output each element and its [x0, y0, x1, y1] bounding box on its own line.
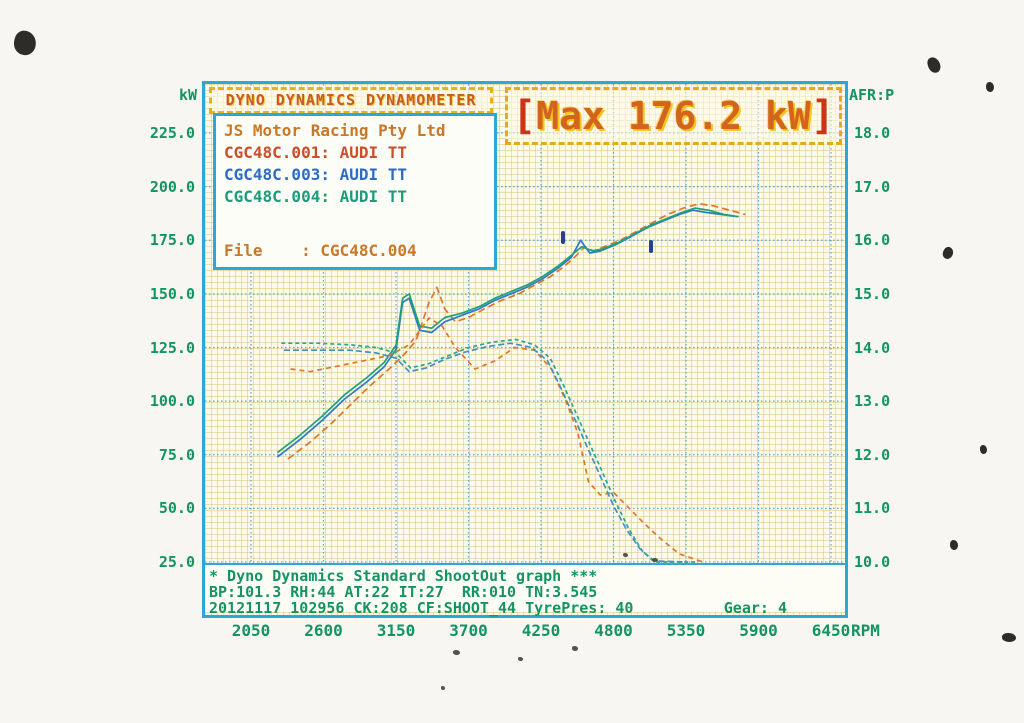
legend-line-0: JS Motor Racing Pty Ltd	[224, 121, 446, 140]
scan-noise-speck	[11, 28, 39, 58]
scan-noise-speck	[623, 553, 628, 557]
dyno-curve-afr-CGC48C.001	[290, 317, 704, 563]
legend-line-1: CGC48C.001: AUDI TT	[224, 143, 408, 162]
left-axis-tick-25: 25.0	[158, 553, 195, 571]
dyno-title-text: DYNO DYNAMICS DYNAMOMETER	[225, 91, 477, 109]
scan-noise-speck	[980, 445, 987, 454]
left-axis-tick-175: 175.0	[149, 231, 195, 250]
scan-noise-pen-mark	[561, 231, 565, 244]
scan-noise-speck	[950, 540, 958, 550]
right-axis-unit-label: AFR:P	[849, 86, 895, 104]
right-axis-tick-17: 17.0	[854, 177, 891, 196]
left-axis-unit-label: kW	[178, 86, 197, 104]
bottom-axis-unit-label: RPM	[851, 621, 880, 640]
scan-noise-speck	[572, 646, 578, 651]
dyno-curve-afr-CGC48C.003	[284, 342, 687, 563]
bottom-axis-tick-3150: 3150	[376, 621, 416, 640]
bottom-axis-tick-6450: 6450	[811, 621, 851, 640]
right-axis-tick-10: 10.0	[854, 553, 891, 571]
right-axis-tick-14: 14.0	[854, 338, 891, 357]
left-axis-tick-200: 200.0	[149, 177, 195, 196]
bottom-axis-tick-2600: 2600	[304, 621, 343, 640]
bottom-axis-tick-5350: 5350	[666, 621, 706, 640]
left-axis-tick-50: 50.0	[158, 499, 195, 518]
max-power-annotation: [ Max 176.2 kW ]	[505, 87, 842, 145]
scan-noise-speck	[652, 558, 658, 562]
scan-noise-speck	[518, 657, 523, 661]
max-bracket-left: [	[512, 93, 537, 139]
left-axis-tick-225: 225.0	[149, 124, 195, 142]
bottom-axis-tick-5900: 5900	[739, 621, 778, 640]
left-axis-tick-100: 100.0	[149, 392, 195, 411]
left-axis-tick-75: 75.0	[158, 445, 195, 464]
left-axis-tick-150: 150.0	[149, 284, 195, 303]
bottom-axis-tick-3700: 3700	[449, 621, 488, 640]
right-axis-tick-18: 18.0	[854, 124, 891, 142]
run-info-line-3: 20121117 102956 CK:208 CF:SHOOT_44 TyreP…	[209, 599, 787, 617]
scan-noise-speck	[940, 245, 956, 261]
run-info-band: * Dyno Dynamics Standard ShootOut graph …	[205, 563, 845, 616]
scan-noise-speck	[441, 686, 445, 690]
scan-noise-speck	[925, 55, 943, 75]
right-axis-tick-15: 15.0	[854, 284, 891, 303]
scan-noise-speck	[453, 650, 460, 655]
bottom-axis-tick-4800: 4800	[594, 621, 633, 640]
dyno-title-box: DYNO DYNAMICS DYNAMOMETER	[209, 87, 493, 114]
bottom-axis-tick-4250: 4250	[521, 621, 561, 640]
right-axis-tick-16: 16.0	[854, 231, 891, 250]
legend-box: JS Motor Racing Pty Ltd CGC48C.001: AUDI …	[213, 113, 497, 270]
run-info-line-1: * Dyno Dynamics Standard ShootOut graph …	[209, 567, 598, 585]
right-axis-tick-12: 12.0	[854, 445, 891, 464]
legend-line-2: CGC48C.003: AUDI TT	[224, 165, 408, 184]
dyno-curve-kw-CGC48C.003	[276, 209, 738, 458]
dyno-curve-afr-CGC48C.004	[281, 338, 696, 563]
legend-line-3: CGC48C.004: AUDI TT	[224, 187, 408, 206]
scan-noise-speck	[1002, 633, 1016, 642]
bottom-axis-tick-2050: 2050	[231, 621, 271, 640]
dyno-chart: DYNO DYNAMICS DYNAMOMETER [ Max 176.2 kW…	[202, 81, 848, 618]
right-axis-tick-13: 13.0	[854, 392, 891, 411]
right-axis-tick-11: 11.0	[854, 499, 891, 518]
max-power-text: Max 176.2 kW	[536, 94, 811, 138]
max-bracket-right: ]	[810, 93, 835, 139]
left-axis-tick-125: 125.0	[149, 338, 195, 357]
run-info-line-2: BP:101.3 RH:44 AT:22 IT:27 RR:010 TN:3.5…	[209, 583, 598, 601]
scan-noise-speck	[986, 82, 994, 92]
scan-noise-pen-mark	[649, 240, 653, 253]
legend-file-line: File : CGC48C.004	[224, 241, 417, 260]
dyno-curve-kw-CGC48C.004	[276, 207, 739, 454]
dyno-curve-kw-CGC48C.001	[287, 202, 746, 460]
